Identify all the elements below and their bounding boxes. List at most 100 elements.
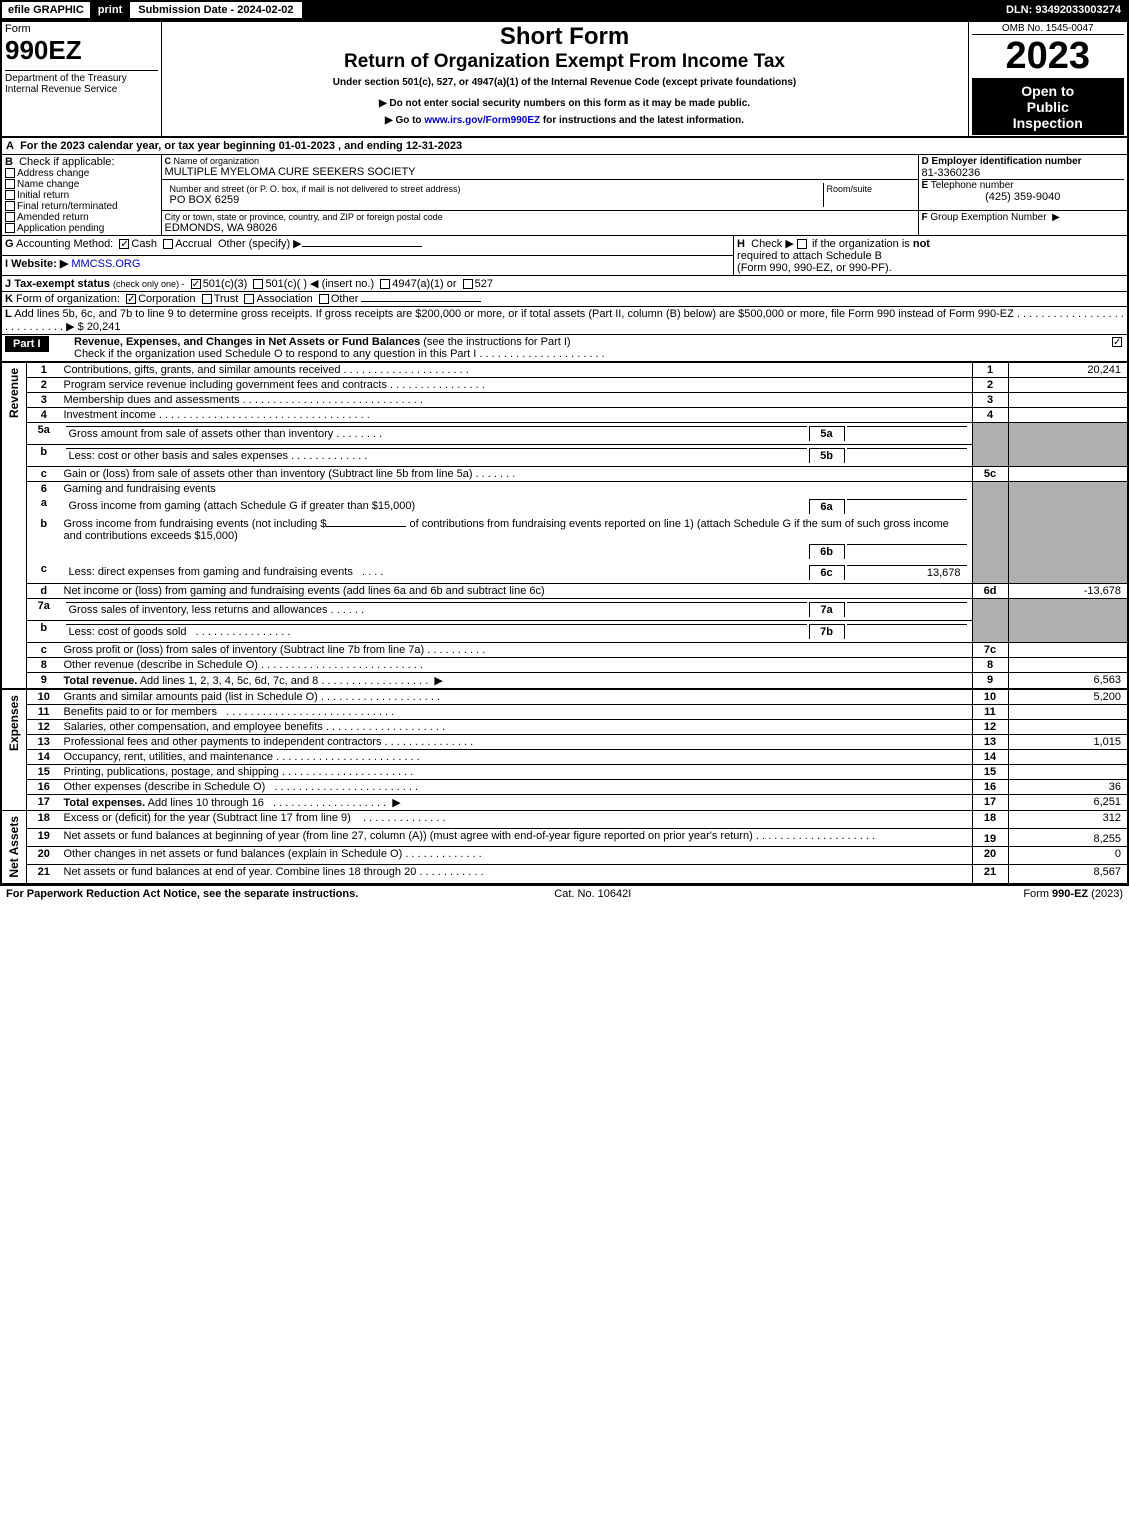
t3: Membership dues and assessments . . . . … — [61, 393, 973, 408]
t6: Gaming and fundraising events — [61, 482, 973, 497]
b11: 11 — [972, 705, 1008, 720]
t5c: Gain or (loss) from sale of assets other… — [61, 467, 973, 482]
other-specify: Other (specify) ▶ — [218, 238, 302, 250]
k-other-input[interactable] — [361, 301, 481, 302]
v15 — [1008, 765, 1128, 780]
t10: Grants and similar amounts paid (list in… — [61, 689, 973, 705]
h-text3: (Form 990, 990-EZ, or 990-PF). — [737, 262, 892, 274]
t11: Benefits paid to or for members . . . . … — [61, 705, 973, 720]
chk-address-change[interactable]: Address change — [5, 168, 158, 179]
v9: 6,563 — [1008, 673, 1128, 690]
v5a-inner — [847, 426, 967, 441]
main-title: Return of Organization Exempt From Incom… — [165, 51, 965, 73]
n4: 4 — [27, 408, 61, 423]
chk-other-org[interactable] — [319, 294, 329, 304]
goto-link[interactable]: www.irs.gov/Form990EZ — [424, 115, 540, 126]
phone: (425) 359-9040 — [922, 191, 1125, 203]
n6b: b — [27, 517, 61, 562]
line-a-text: For the 2023 calendar year, or tax year … — [20, 140, 462, 152]
accrual-label: Accrual — [175, 238, 212, 250]
chk-name-change[interactable]: Name change — [5, 179, 158, 190]
t17: Total expenses. Add lines 10 through 16 … — [61, 795, 973, 811]
grey-6 — [972, 482, 1008, 584]
n11: 11 — [27, 705, 61, 720]
b7a: 7a — [809, 602, 845, 617]
v14 — [1008, 750, 1128, 765]
t5a: Gross amount from sale of assets other t… — [61, 423, 973, 445]
chk-cash[interactable] — [119, 239, 129, 249]
efile-label: efile GRAPHIC — [2, 2, 90, 18]
header-block: Form 990EZ Department of the Treasury In… — [0, 20, 1129, 138]
chk-501c[interactable] — [253, 279, 263, 289]
b2: 2 — [972, 378, 1008, 393]
chk-part1-schedo[interactable] — [1112, 337, 1122, 347]
t13: Professional fees and other payments to … — [61, 735, 973, 750]
n16: 16 — [27, 780, 61, 795]
k-label: Form of organization: — [16, 293, 120, 305]
b5b: 5b — [809, 448, 845, 463]
n18: 18 — [27, 811, 61, 829]
v16: 36 — [1008, 780, 1128, 795]
chk-h[interactable] — [797, 239, 807, 249]
print-link[interactable]: print — [90, 2, 130, 18]
form-ref: Form 990-EZ (2023) — [1023, 888, 1123, 900]
chk-app-pending[interactable]: Application pending — [5, 223, 158, 234]
short-form-title: Short Form — [165, 23, 965, 51]
part1-header: Part I Revenue, Expenses, and Changes in… — [0, 334, 1129, 363]
ssn-warning: ▶ Do not enter social security numbers o… — [165, 98, 965, 109]
chk-4947[interactable] — [380, 279, 390, 289]
v21: 8,567 — [1008, 865, 1128, 884]
chk-corp[interactable] — [126, 294, 136, 304]
j-527: 527 — [475, 278, 493, 290]
b17: 17 — [972, 795, 1008, 811]
t5b: Less: cost or other basis and sales expe… — [61, 445, 973, 467]
n6a: a — [27, 496, 61, 517]
b4: 4 — [972, 408, 1008, 423]
n15: 15 — [27, 765, 61, 780]
n7a: 7a — [27, 599, 61, 621]
v7c — [1008, 643, 1128, 658]
h-label: Check ▶ — [751, 238, 794, 250]
v6a-inner — [847, 499, 967, 514]
v10: 5,200 — [1008, 689, 1128, 705]
n8: 8 — [27, 658, 61, 673]
n6d: d — [27, 584, 61, 599]
c-city-label: City or town, state or province, country… — [165, 212, 915, 222]
6b-contrib-input[interactable] — [326, 526, 406, 527]
street: PO BOX 6259 — [170, 194, 818, 206]
f-label: F Group Exemption Number ▶ — [922, 212, 1125, 223]
grey-7v — [1008, 599, 1128, 643]
chk-initial-return[interactable]: Initial return — [5, 190, 158, 201]
b8: 8 — [972, 658, 1008, 673]
v6b-inner — [847, 544, 967, 559]
ein: 81-3360236 — [922, 167, 1125, 179]
cash-label: Cash — [131, 238, 157, 250]
part1-title: Revenue, Expenses, and Changes in Net As… — [74, 336, 420, 348]
t6a: Gross income from gaming (attach Schedul… — [61, 496, 973, 517]
goto-post: for instructions and the latest informat… — [540, 115, 744, 126]
n5c: c — [27, 467, 61, 482]
b10: 10 — [972, 689, 1008, 705]
t20: Other changes in net assets or fund bala… — [61, 847, 973, 865]
n6: 6 — [27, 482, 61, 497]
website-link[interactable]: MMCSS.ORG — [71, 258, 140, 270]
chk-trust[interactable] — [202, 294, 212, 304]
chk-527[interactable] — [463, 279, 473, 289]
chk-501c3[interactable] — [191, 279, 201, 289]
other-specify-input[interactable] — [302, 246, 422, 247]
i-label: Website: ▶ — [11, 258, 68, 270]
chk-amended[interactable]: Amended return — [5, 212, 158, 223]
chk-final-return[interactable]: Final return/terminated — [5, 201, 158, 212]
omb-number: OMB No. 1545-0047 — [972, 23, 1125, 35]
k-other: Other — [331, 293, 359, 305]
v5c — [1008, 467, 1128, 482]
chk-accrual[interactable] — [163, 239, 173, 249]
dln: DLN: 93492033003274 — [1000, 2, 1127, 18]
grey-5v — [1008, 423, 1128, 467]
chk-assoc[interactable] — [244, 294, 254, 304]
form-word: Form — [5, 23, 158, 35]
grey-6v — [1008, 482, 1128, 584]
tax-year: 2023 — [972, 35, 1125, 79]
n12: 12 — [27, 720, 61, 735]
v5b-inner — [847, 448, 967, 463]
